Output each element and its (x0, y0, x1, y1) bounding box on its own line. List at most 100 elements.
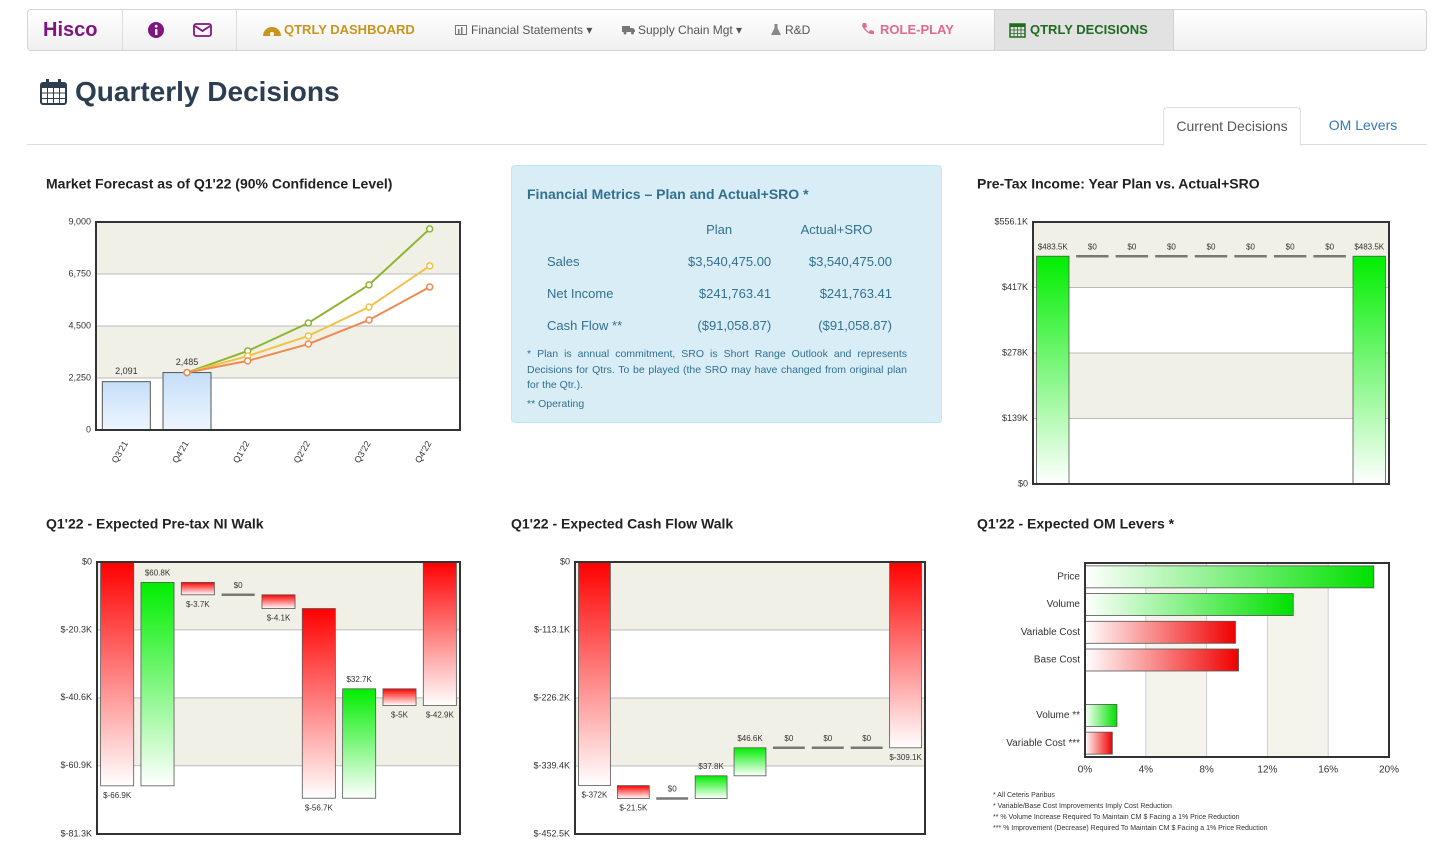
data-label: $-42.9K (426, 711, 455, 720)
y-tick-label: $-60.9K (60, 760, 92, 770)
bar (101, 381, 151, 431)
nav-link[interactable]: Financial Statements (471, 23, 584, 37)
y-tick-label: $-452.5K (533, 828, 570, 838)
data-label: $0 (234, 581, 243, 590)
row-label: Cash Flow ** (547, 317, 623, 333)
category-label: Volume (1047, 599, 1081, 610)
data-label: $-4.1K (267, 614, 291, 623)
footnote: * Variable/Base Cost Improvements Imply … (993, 803, 1172, 810)
bar (1084, 731, 1113, 755)
data-label: $0 (1325, 242, 1334, 251)
data-label: $0 (668, 785, 677, 794)
footnote: * Plan is annual commitment, SRO is Shor… (527, 348, 907, 391)
data-label: $60.8K (145, 569, 171, 578)
plot-frame (1032, 221, 1390, 485)
y-tick-label: $0 (560, 556, 570, 566)
y-tick-label: $417K (1002, 282, 1028, 292)
chart-title: Pre-Tax Income: Year Plan vs. Actual+SRO (977, 176, 1260, 192)
x-tick-label: 12% (1257, 765, 1277, 776)
data-label: $-372K (582, 791, 608, 800)
bar (382, 688, 417, 706)
plot-frame (96, 561, 461, 835)
metrics-table: Plan Actual+SRO Sales $3,540,475.00 $3,540,… (547, 213, 892, 341)
marker (304, 332, 313, 340)
tab-border (27, 144, 1427, 145)
nav-link[interactable]: R&D (785, 23, 811, 37)
plot-band (96, 222, 460, 274)
footnote: * All Ceteris Paribus (993, 792, 1055, 799)
plot-band (575, 562, 925, 630)
y-tick-label: $0 (82, 556, 92, 566)
data-label: $-21.5K (619, 804, 648, 813)
data-label: $0 (1127, 242, 1136, 251)
tab[interactable]: OM Levers (1328, 117, 1398, 133)
brand[interactable]: Hisco (43, 19, 98, 41)
bar (616, 785, 650, 799)
plot-frame (95, 221, 461, 431)
row-label: Sales (547, 253, 580, 269)
category-label: Variable Cost (1021, 627, 1081, 638)
marker (365, 281, 373, 289)
y-tick-label: 0 (86, 424, 91, 434)
nav-dropdown[interactable]: Financial Statements ▾ (471, 23, 593, 37)
x-tick-label: 16% (1318, 765, 1338, 776)
bar (578, 561, 611, 787)
data-label: 2,485 (176, 357, 199, 367)
dashboard-icon (263, 27, 281, 36)
footnote: ** % Volume Increase Required To Maintai… (993, 814, 1240, 821)
truck-icon (622, 26, 635, 35)
mail-icon[interactable] (193, 22, 213, 38)
plot-band (1267, 563, 1329, 757)
chart-title: Q1'22 - Expected OM Levers * (977, 516, 1175, 532)
flask-icon (771, 24, 781, 35)
data-label: 2,091 (115, 366, 138, 376)
data-label: $0 (862, 734, 871, 743)
nav-dropdown[interactable]: Supply Chain Mgt ▾ (638, 23, 743, 37)
bar (1084, 648, 1239, 672)
chart-title: Q1'22 - Expected Cash Flow Walk (511, 516, 733, 532)
nav-link[interactable]: ROLE-PLAY (880, 22, 954, 37)
calendar-icon (1009, 23, 1026, 38)
plot-frame (1084, 562, 1390, 758)
y-tick-label: 6,750 (68, 268, 91, 278)
chart-title: Market Forecast as of Q1'22 (90% Confide… (46, 176, 392, 192)
y-tick-label: $-113.1K (534, 624, 570, 634)
bar (1352, 255, 1386, 485)
data-label: $0 (784, 734, 793, 743)
metrics-panel: Financial Metrics – Plan and Actual+SRO … (511, 165, 942, 423)
nav-link[interactable]: QTRLY DASHBOARD (284, 22, 415, 37)
cell: ($91,058.87) (697, 317, 772, 333)
bar (162, 372, 212, 431)
row-label: Net Income (547, 285, 614, 301)
category-label: Volume ** (1036, 710, 1080, 721)
x-tick-label: Q1'22 (231, 439, 252, 465)
y-tick-label: $0 (1018, 478, 1028, 488)
y-tick-label: 9,000 (68, 216, 91, 226)
marker (365, 316, 373, 324)
marker (425, 283, 434, 291)
info-icon[interactable] (147, 21, 165, 39)
footnote: *** % Improvement (Decrease) Required To… (993, 825, 1268, 832)
tab[interactable]: Current Decisions (1163, 107, 1301, 146)
panel-title: Financial Metrics – Plan and Actual+SRO … (527, 186, 809, 202)
y-tick-label: $139K (1002, 413, 1028, 423)
y-tick-label: $-226.2K (533, 692, 570, 702)
nav-link[interactable]: QTRLY DECISIONS (1030, 22, 1148, 37)
column-header: Plan (706, 221, 733, 237)
cell: ($91,058.87) (818, 317, 892, 333)
plot-band (1033, 222, 1389, 288)
y-tick-label: $-40.6K (60, 692, 92, 702)
phone-icon (862, 23, 874, 35)
cell: $241,763.41 (698, 285, 772, 301)
data-label: $46.6K (737, 734, 763, 743)
data-label: $0 (1167, 242, 1176, 251)
data-label: $0 (1286, 242, 1295, 251)
bar (301, 608, 336, 799)
nav-link[interactable]: Supply Chain Mgt (638, 23, 733, 37)
data-label: $-309.1K (889, 753, 922, 762)
column-header: Actual+SRO (800, 221, 873, 237)
chart-icon (455, 25, 467, 35)
bar (1036, 255, 1070, 485)
